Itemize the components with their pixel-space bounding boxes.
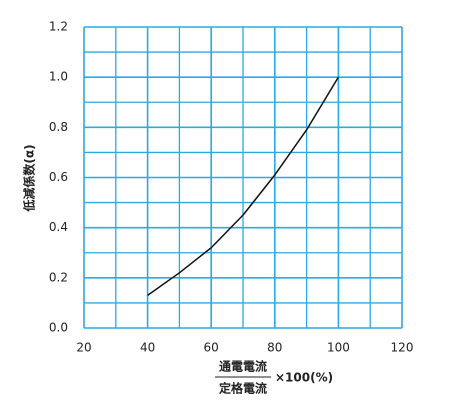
- y-tick-label: 0.6: [49, 170, 68, 184]
- x-tick-label: 100: [327, 341, 350, 355]
- x-label-numerator: 通電電流: [219, 359, 267, 374]
- y-tick-label: 0.0: [49, 321, 68, 335]
- y-tick-label: 0.2: [49, 270, 68, 284]
- y-tick-label: 1.2: [49, 20, 68, 34]
- x-tick-label: 80: [267, 341, 282, 355]
- x-tick-label: 20: [76, 341, 91, 355]
- y-axis-label: 低減係数(α): [22, 144, 37, 212]
- y-tick-label: 1.0: [49, 70, 68, 84]
- x-tick-label: 40: [140, 341, 155, 355]
- data-line: [147, 76, 340, 297]
- y-tick-label: 0.4: [49, 220, 68, 234]
- x-tick-label: 60: [204, 341, 219, 355]
- y-tick-label: 0.8: [49, 120, 68, 134]
- x-label-denominator: 定格電流: [219, 381, 267, 396]
- x-label-suffix: ×100(%): [275, 371, 333, 385]
- x-tick-label: 120: [391, 341, 414, 355]
